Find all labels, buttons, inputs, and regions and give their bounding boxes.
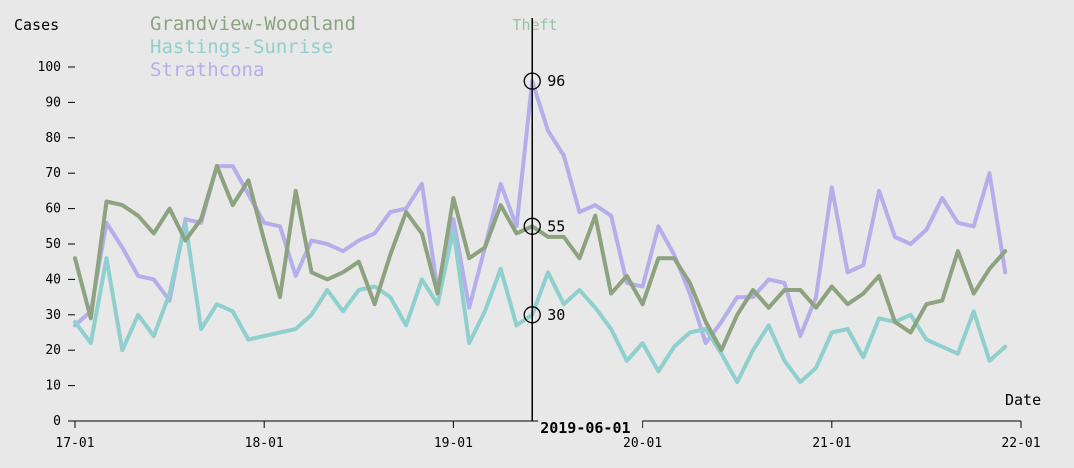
hover-marker: [523, 72, 541, 90]
y-axis-label: Cases: [14, 16, 59, 34]
hover-value-label: 96: [547, 72, 565, 90]
y-tick-label: 60: [45, 202, 61, 217]
hover-marker: [523, 306, 541, 324]
x-axis-label: Date: [1005, 391, 1041, 409]
x-tick-label: 19-01: [434, 436, 473, 451]
hover-crosshair: 55 30 96 2019-06-01: [523, 18, 643, 437]
hover-marker: [523, 217, 541, 235]
hover-date-background: [538, 417, 643, 435]
series-line-hastings-sunrise: [73, 220, 1008, 385]
x-tick-label: 17-01: [55, 436, 94, 451]
legend-entry: Hastings-Sunrise: [150, 36, 333, 58]
series-line-strathcona: [73, 79, 1008, 346]
y-axis-ticks: 0 10 20 30 40 50 60 70 80 90 100: [38, 60, 75, 429]
chart-title: Theft: [512, 16, 557, 34]
x-tick-label: 22-01: [1001, 436, 1040, 451]
hover-value-label: 55: [547, 217, 565, 235]
x-tick-label: 18-01: [245, 436, 284, 451]
legend: Grandview-WoodlandHastings-SunriseStrath…: [150, 13, 356, 81]
x-tick-label: 20-01: [623, 436, 662, 451]
y-tick-label: 70: [45, 166, 61, 181]
series-lines: [73, 79, 1008, 385]
y-tick-label: 40: [45, 272, 61, 287]
y-tick-label: 30: [45, 308, 61, 323]
y-tick-label: 90: [45, 95, 61, 110]
x-axis-ticks: 17-01 18-01 19-01 20-01 21-01 22-01: [55, 421, 1041, 451]
y-tick-label: 0: [53, 414, 61, 429]
y-tick-label: 20: [45, 343, 61, 358]
y-tick-label: 80: [45, 131, 61, 146]
y-tick-label: 10: [45, 379, 61, 394]
hover-date-label: 2019-06-01: [540, 419, 630, 437]
hover-value-label: 30: [547, 306, 565, 324]
legend-entry: Strathcona: [150, 59, 264, 81]
y-tick-label: 100: [38, 60, 61, 75]
series-line-grandview-woodland: [73, 164, 1008, 353]
legend-entry: Grandview-Woodland: [150, 13, 356, 35]
x-tick-label: 21-01: [812, 436, 851, 451]
y-tick-label: 50: [45, 237, 61, 252]
